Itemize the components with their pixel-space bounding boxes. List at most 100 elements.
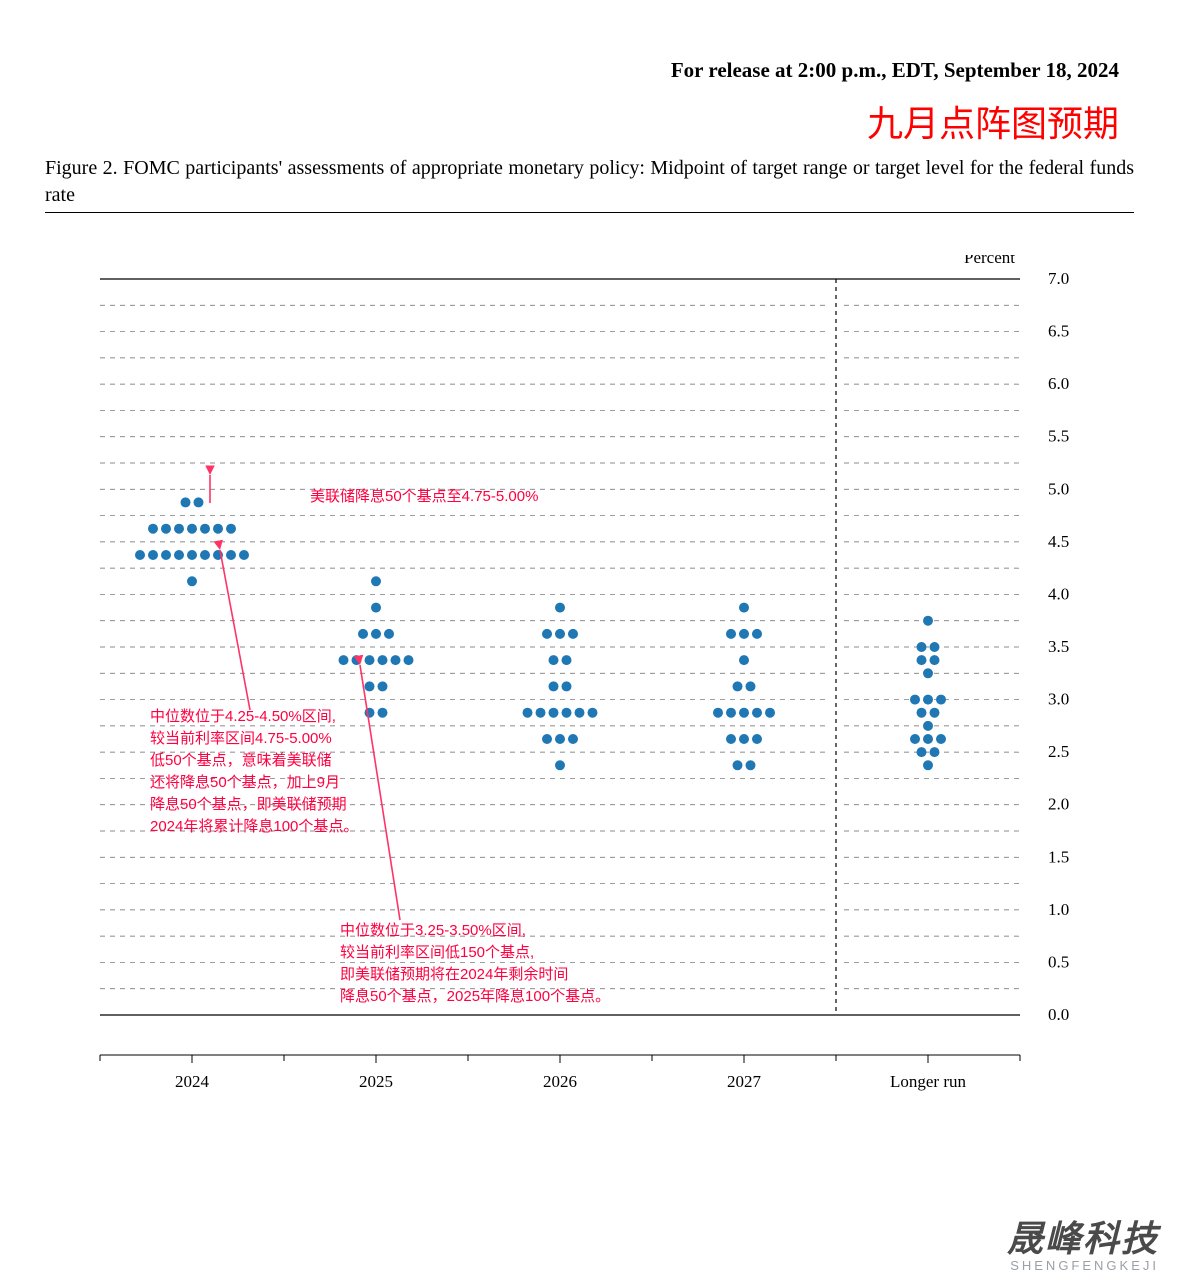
dot — [917, 642, 927, 652]
annotation-text: 较当前利率区间低150个基点, — [340, 943, 534, 961]
dot — [187, 550, 197, 560]
dot — [161, 524, 171, 534]
dot — [562, 681, 572, 691]
dot — [917, 655, 927, 665]
dot — [917, 747, 927, 757]
dot-plot-chart: 0.00.51.01.52.02.53.03.54.04.55.05.56.06… — [60, 255, 1100, 1155]
dot — [148, 550, 158, 560]
dot — [746, 760, 756, 770]
xtick-label: 2027 — [727, 1072, 762, 1091]
ytick-label: 3.0 — [1048, 690, 1069, 709]
dot — [135, 550, 145, 560]
dot — [726, 629, 736, 639]
ytick-label: 6.0 — [1048, 374, 1069, 393]
dot — [568, 734, 578, 744]
ytick-label: 0.5 — [1048, 952, 1069, 971]
annotation-text: 还将降息50个基点，加上9月 — [150, 774, 340, 791]
dot — [746, 681, 756, 691]
dot — [739, 603, 749, 613]
annotation-text: 低50个基点，意味着美联储 — [150, 751, 332, 769]
dot — [910, 695, 920, 705]
ytick-label: 3.5 — [1048, 637, 1069, 656]
annotation-text: 中位数位于3.25-3.50%区间, — [340, 922, 526, 939]
red-title: 九月点阵图预期 — [867, 95, 1119, 147]
dot — [371, 603, 381, 613]
ytick-label: 4.0 — [1048, 584, 1069, 603]
watermark-en: SHENGFENGKEJI — [1007, 1258, 1159, 1273]
dot — [562, 708, 572, 718]
dot — [923, 616, 933, 626]
watermark-cn: 晟峰科技 — [1007, 1210, 1159, 1262]
dot — [226, 550, 236, 560]
dot — [174, 550, 184, 560]
annotation-text: 降息50个基点，即美联储预期 — [150, 796, 347, 813]
dot — [568, 629, 578, 639]
dot — [365, 681, 375, 691]
dot — [713, 708, 723, 718]
xtick-label: 2026 — [543, 1072, 577, 1091]
annotation-arrow — [360, 665, 400, 920]
dot — [923, 695, 933, 705]
dot — [923, 760, 933, 770]
dot — [930, 642, 940, 652]
caption-rule — [45, 212, 1134, 213]
ytick-label: 1.0 — [1048, 900, 1069, 919]
dot — [752, 708, 762, 718]
dot — [923, 721, 933, 731]
figure-caption: Figure 2. FOMC participants' assessments… — [45, 155, 1134, 209]
dot — [739, 629, 749, 639]
dot — [555, 629, 565, 639]
dot — [226, 524, 236, 534]
release-line: For release at 2:00 p.m., EDT, September… — [671, 58, 1119, 83]
dot — [588, 708, 598, 718]
dot — [339, 655, 349, 665]
dot — [752, 734, 762, 744]
dot — [371, 629, 381, 639]
dot — [739, 708, 749, 718]
dot — [726, 708, 736, 718]
ytick-label: 6.5 — [1048, 322, 1069, 341]
ytick-label: 2.5 — [1048, 742, 1069, 761]
xtick-label: Longer run — [890, 1072, 967, 1091]
dot — [930, 708, 940, 718]
annotation-text: 2024年将累计降息100个基点。 — [150, 818, 358, 835]
dot — [378, 708, 388, 718]
dot — [174, 524, 184, 534]
ytick-label: 5.0 — [1048, 479, 1069, 498]
dot — [562, 655, 572, 665]
dot — [378, 681, 388, 691]
dot — [555, 760, 565, 770]
dot — [194, 497, 204, 507]
dot — [549, 681, 559, 691]
dot — [148, 524, 158, 534]
ytick-label: 4.5 — [1048, 532, 1069, 551]
chart-svg: 0.00.51.01.52.02.53.03.54.04.55.05.56.06… — [60, 255, 1100, 1155]
dot — [549, 708, 559, 718]
dot — [213, 524, 223, 534]
annotation-text: 降息50个基点，2025年降息100个基点。 — [340, 988, 610, 1005]
dot — [200, 550, 210, 560]
ytick-label: 5.5 — [1048, 427, 1069, 446]
dot — [187, 576, 197, 586]
dot — [765, 708, 775, 718]
annotation-arrow — [220, 550, 250, 710]
dot — [555, 734, 565, 744]
y-axis-label: Percent — [964, 255, 1015, 267]
dot — [739, 734, 749, 744]
dot — [930, 747, 940, 757]
dot — [575, 708, 585, 718]
dot — [181, 497, 191, 507]
dot — [384, 629, 394, 639]
xtick-label: 2024 — [175, 1072, 210, 1091]
dot — [371, 576, 381, 586]
dot — [733, 681, 743, 691]
dot — [923, 734, 933, 744]
page-root: For release at 2:00 p.m., EDT, September… — [0, 0, 1179, 1283]
ytick-label: 1.5 — [1048, 847, 1069, 866]
annotation-text: 美联储降息50个基点至4.75-5.00% — [310, 488, 538, 505]
dot — [910, 734, 920, 744]
dot — [365, 708, 375, 718]
dot — [549, 655, 559, 665]
dot — [936, 734, 946, 744]
dot — [917, 708, 927, 718]
